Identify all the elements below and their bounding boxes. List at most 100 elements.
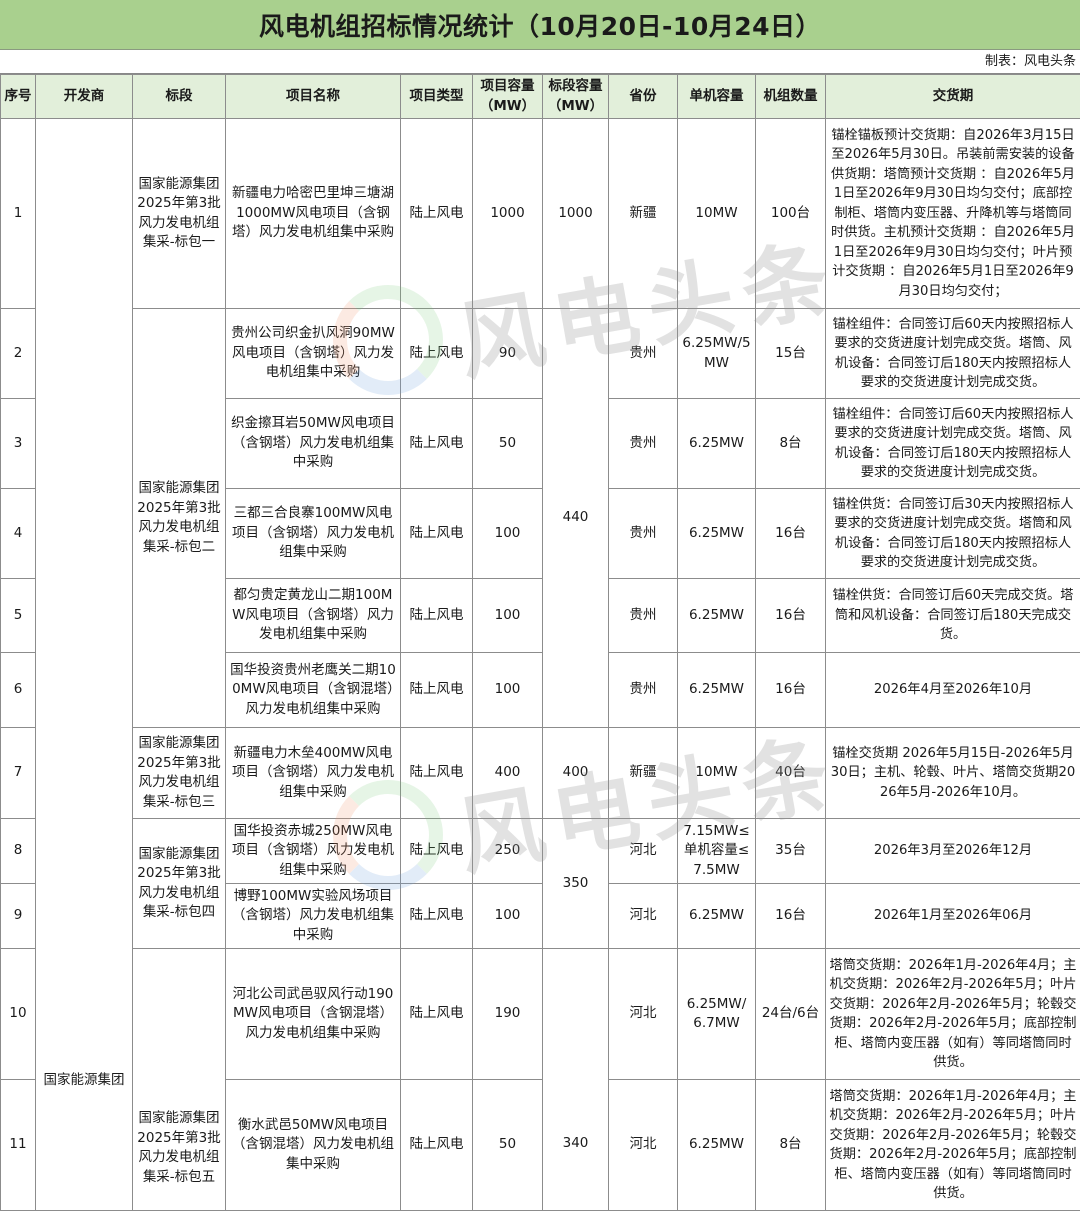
header-unit-capacity: 单机容量 (678, 75, 756, 119)
cell-seq: 8 (1, 819, 36, 884)
cell-unit-capacity: 10MW (678, 728, 756, 819)
header-province: 省份 (609, 75, 678, 119)
cell-seq: 7 (1, 728, 36, 819)
cell-unit-count: 100台 (756, 119, 826, 309)
bidding-table: 序号开发商标段项目名称项目类型项目容量（MW）标段容量（MW）省份单机容量机组数… (0, 74, 1080, 1211)
cell-section: 国家能源集团2025年第3批风力发电机组集采-标包三 (133, 728, 226, 819)
cell-section: 国家能源集团2025年第3批风力发电机组集采-标包二 (133, 309, 226, 728)
cell-section: 国家能源集团2025年第3批风力发电机组集采-标包四 (133, 819, 226, 949)
cell-unit-count: 40台 (756, 728, 826, 819)
cell-section: 国家能源集团2025年第3批风力发电机组集采-标包五 (133, 949, 226, 1211)
cell-project-name: 国华投资赤城250MW风电项目（含钢塔）风力发电机组集中采购 (226, 819, 401, 884)
cell-seq: 5 (1, 579, 36, 653)
cell-project-name: 新疆电力哈密巴里坤三塘湖1000MW风电项目（含钢塔）风力发电机组集中采购 (226, 119, 401, 309)
cell-delivery: 2026年3月至2026年12月 (826, 819, 1080, 884)
cell-unit-capacity: 6.25MW (678, 399, 756, 489)
cell-project-name: 三都三合良寨100MW风电项目（含钢塔）风力发电机组集中采购 (226, 489, 401, 579)
cell-project-capacity: 90 (473, 309, 543, 399)
cell-province: 贵州 (609, 399, 678, 489)
header-project-name: 项目名称 (226, 75, 401, 119)
cell-section-capacity: 340 (543, 949, 609, 1211)
header-row: 序号开发商标段项目名称项目类型项目容量（MW）标段容量（MW）省份单机容量机组数… (1, 75, 1080, 119)
cell-unit-capacity: 6.25MW/6.7MW (678, 949, 756, 1080)
cell-section-capacity: 1000 (543, 119, 609, 309)
cell-delivery: 锚栓锚板预计交货期：自2026年3月15日至2026年5月30日。吊装前需安装的… (826, 119, 1080, 309)
cell-unit-count: 16台 (756, 884, 826, 949)
cell-project-name: 都匀贵定黄龙山二期100MW风电项目（含钢塔）风力发电机组集中采购 (226, 579, 401, 653)
cell-seq: 1 (1, 119, 36, 309)
cell-project-capacity: 400 (473, 728, 543, 819)
cell-unit-capacity: 10MW (678, 119, 756, 309)
cell-seq: 4 (1, 489, 36, 579)
cell-project-capacity: 190 (473, 949, 543, 1080)
cell-section-capacity: 440 (543, 309, 609, 728)
cell-project-type: 陆上风电 (401, 309, 473, 399)
cell-delivery: 锚栓供货：合同签订后30天内按照招标人要求的交货进度计划完成交货。塔筒和风机设备… (826, 489, 1080, 579)
cell-delivery: 2026年4月至2026年10月 (826, 653, 1080, 728)
cell-unit-count: 8台 (756, 1080, 826, 1211)
cell-delivery: 塔筒交货期：2026年1月-2026年4月；主机交货期：2026年2月-2026… (826, 1080, 1080, 1211)
cell-project-type: 陆上风电 (401, 949, 473, 1080)
cell-project-capacity: 50 (473, 1080, 543, 1211)
header-unit-count: 机组数量 (756, 75, 826, 119)
cell-province: 河北 (609, 884, 678, 949)
cell-delivery: 锚栓供货：合同签订后60天完成交货。塔筒和风机设备：合同签订后180天完成交货。 (826, 579, 1080, 653)
cell-project-capacity: 100 (473, 884, 543, 949)
cell-project-capacity: 1000 (473, 119, 543, 309)
cell-unit-capacity: 6.25MW (678, 489, 756, 579)
cell-project-type: 陆上风电 (401, 489, 473, 579)
cell-delivery: 锚栓交货期 2026年5月15日-2026年5月30日；主机、轮毂、叶片、塔筒交… (826, 728, 1080, 819)
table-maker-note: 制表：风电头条 (0, 50, 1080, 74)
cell-province: 贵州 (609, 653, 678, 728)
cell-unit-count: 16台 (756, 489, 826, 579)
cell-section-capacity: 350 (543, 819, 609, 949)
cell-seq: 2 (1, 309, 36, 399)
header-project-capacity: 项目容量（MW） (473, 75, 543, 119)
cell-unit-count: 15台 (756, 309, 826, 399)
cell-unit-count: 16台 (756, 579, 826, 653)
cell-delivery: 塔筒交货期：2026年1月-2026年4月；主机交货期：2026年2月-2026… (826, 949, 1080, 1080)
cell-province: 贵州 (609, 309, 678, 399)
cell-province: 新疆 (609, 119, 678, 309)
cell-section: 国家能源集团2025年第3批风力发电机组集采-标包一 (133, 119, 226, 309)
header-project-type: 项目类型 (401, 75, 473, 119)
cell-project-capacity: 100 (473, 489, 543, 579)
cell-delivery: 锚栓组件：合同签订后60天内按照招标人要求的交货进度计划完成交货。塔筒、风机设备… (826, 309, 1080, 399)
cell-project-name: 织金擦耳岩50MW风电项目（含钢塔）风力发电机组集中采购 (226, 399, 401, 489)
cell-unit-count: 24台/6台 (756, 949, 826, 1080)
cell-seq: 9 (1, 884, 36, 949)
header-section-capacity: 标段容量（MW） (543, 75, 609, 119)
cell-project-capacity: 250 (473, 819, 543, 884)
cell-unit-capacity: 6.25MW/5MW (678, 309, 756, 399)
cell-delivery: 2026年1月至2026年06月 (826, 884, 1080, 949)
header-seq: 序号 (1, 75, 36, 119)
cell-project-type: 陆上风电 (401, 579, 473, 653)
cell-project-type: 陆上风电 (401, 653, 473, 728)
cell-unit-count: 16台 (756, 653, 826, 728)
cell-delivery: 锚栓组件：合同签订后60天内按照招标人要求的交货进度计划完成交货。塔筒、风机设备… (826, 399, 1080, 489)
cell-unit-capacity: 6.25MW (678, 1080, 756, 1211)
cell-unit-count: 8台 (756, 399, 826, 489)
cell-project-capacity: 100 (473, 579, 543, 653)
cell-province: 河北 (609, 819, 678, 884)
cell-project-capacity: 50 (473, 399, 543, 489)
header-delivery: 交货期 (826, 75, 1080, 119)
cell-project-name: 博野100MW实验风场项目（含钢塔）风力发电机组集中采购 (226, 884, 401, 949)
header-developer: 开发商 (36, 75, 133, 119)
cell-unit-capacity: 6.25MW (678, 579, 756, 653)
cell-project-name: 贵州公司织金扒风洞90MW风电项目（含钢塔）风力发电机组集中采购 (226, 309, 401, 399)
cell-province: 新疆 (609, 728, 678, 819)
cell-project-name: 河北公司武邑驭风行动190MW风电项目（含钢混塔）风力发电机组集中采购 (226, 949, 401, 1080)
cell-project-capacity: 100 (473, 653, 543, 728)
cell-unit-capacity: 7.15MW≤单机容量≤7.5MW (678, 819, 756, 884)
cell-province: 贵州 (609, 489, 678, 579)
cell-project-type: 陆上风电 (401, 1080, 473, 1211)
cell-project-type: 陆上风电 (401, 884, 473, 949)
cell-unit-capacity: 6.25MW (678, 653, 756, 728)
cell-project-name: 国华投资贵州老鹰关二期100MW风电项目（含钢混塔）风力发电机组集中采购 (226, 653, 401, 728)
